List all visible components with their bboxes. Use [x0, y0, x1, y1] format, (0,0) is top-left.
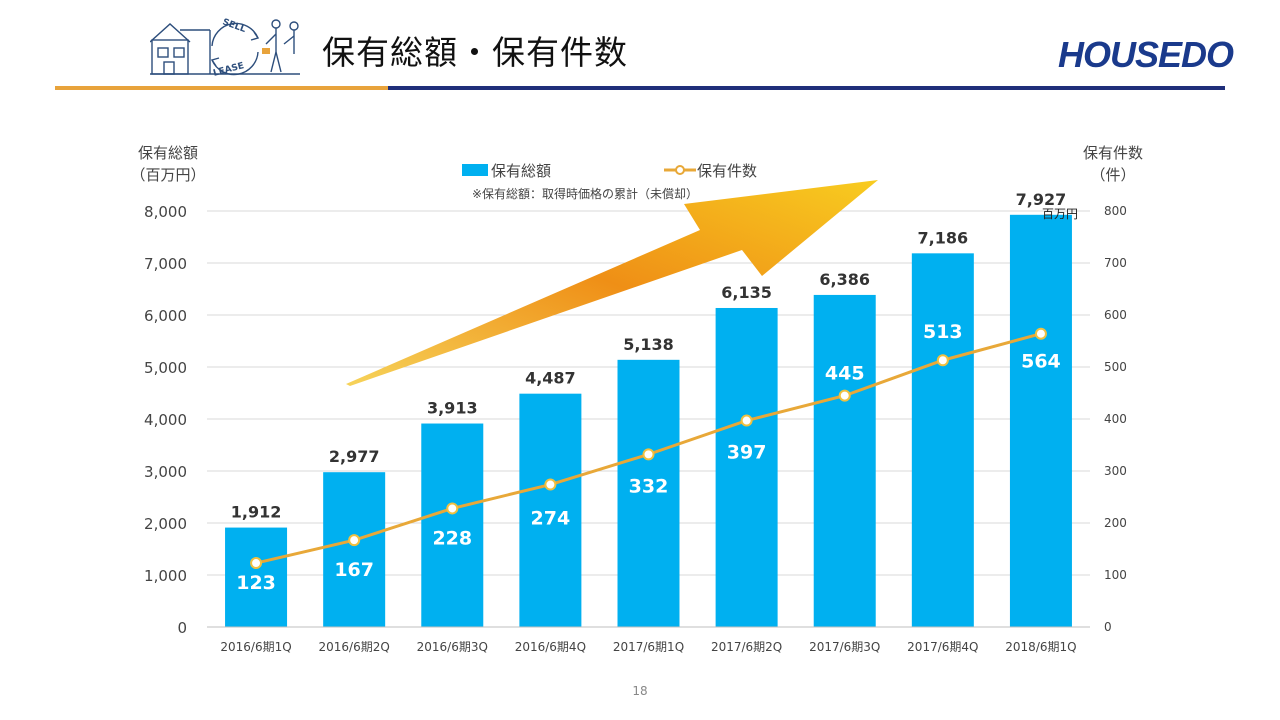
line-value-label: 445	[825, 363, 865, 385]
line-value-label: 332	[629, 475, 669, 497]
category-label: 2017/6期1Q	[613, 640, 684, 654]
line-point	[740, 414, 753, 427]
category-label: 2017/6期2Q	[711, 640, 782, 654]
page-number: 18	[632, 684, 648, 698]
right-tick-label: 200	[1104, 516, 1127, 530]
line-point	[544, 478, 557, 491]
bar	[519, 393, 582, 627]
line-point	[936, 354, 949, 367]
brand-do: DO	[1181, 34, 1234, 75]
slide-header: SELL LEASE 保有総額・保有件数 HOUSEDO	[0, 0, 1280, 95]
right-tick-label: 100	[1104, 568, 1127, 582]
legend: 保有総額 保有件数	[462, 162, 757, 180]
bar-value-label: 6,135	[721, 283, 772, 302]
line-value-label: 513	[923, 321, 963, 343]
category-label: 2016/6期4Q	[515, 640, 586, 654]
left-tick-label: 1,000	[144, 567, 187, 585]
right-tick-label: 500	[1104, 360, 1127, 374]
left-tick-label: 4,000	[144, 411, 187, 429]
right-axis-title-line2: （件）	[1090, 166, 1135, 184]
line-point	[642, 448, 655, 461]
left-tick-label: 7,000	[144, 255, 187, 273]
line-value-label: 123	[236, 572, 276, 594]
line-value-label: 167	[334, 559, 374, 581]
legend-bar-swatch	[462, 164, 488, 176]
bar	[813, 294, 876, 627]
bar	[323, 472, 386, 627]
data-labels: 1,912 2,977 3,913 4,487 5,138 6,135 6,386 7,186…	[231, 190, 1066, 594]
category-label: 2017/6期4Q	[907, 640, 978, 654]
left-tick-label: 8,000	[144, 203, 187, 221]
left-tick-label: 2,000	[144, 515, 187, 533]
bar-value-label: 2,977	[329, 447, 380, 466]
right-axis-title-line1: 保有件数	[1083, 144, 1143, 162]
bar	[715, 307, 778, 627]
category-label: 2016/6期3Q	[417, 640, 488, 654]
right-tick-label: 600	[1104, 308, 1127, 322]
category-label: 2016/6期1Q	[220, 640, 291, 654]
bar	[225, 527, 288, 627]
right-tick-label: 400	[1104, 412, 1127, 426]
line-value-label: 397	[727, 442, 767, 464]
legend-line-marker	[675, 165, 685, 175]
left-axis-title-line2: （百万円）	[130, 166, 205, 184]
bar-series	[225, 214, 1072, 627]
category-label: 2017/6期3Q	[809, 640, 880, 654]
housedo-logo: HOUSEDO	[1058, 34, 1234, 76]
line-point	[348, 534, 361, 547]
line-series	[250, 327, 1047, 570]
line-point	[446, 502, 459, 515]
title-underline-orange	[55, 86, 388, 90]
unit-annotation: 百万円	[1042, 207, 1078, 221]
left-tick-label: 5,000	[144, 359, 187, 377]
right-tick-label: 700	[1104, 256, 1127, 270]
left-tick-label: 3,000	[144, 463, 187, 481]
line-point	[838, 389, 851, 402]
line-value-label: 564	[1021, 351, 1061, 373]
line-point	[250, 557, 263, 570]
growth-arrow-icon	[346, 180, 878, 386]
left-tick-label: 0	[177, 619, 187, 637]
line-value-label: 228	[432, 527, 472, 549]
right-tick-label: 800	[1104, 204, 1127, 218]
line-value-label: 274	[531, 508, 571, 530]
sell-lease-illustration-icon: SELL LEASE	[150, 17, 300, 78]
line-point	[1034, 327, 1047, 340]
left-tick-label: 6,000	[144, 307, 187, 325]
legend-bar-label: 保有総額	[491, 162, 551, 180]
category-label: 2016/6期2Q	[319, 640, 390, 654]
bar-value-label: 3,913	[427, 399, 478, 418]
right-tick-label: 0	[1104, 620, 1112, 634]
right-tick-label: 300	[1104, 464, 1127, 478]
bar-value-label: 4,487	[525, 369, 576, 388]
bar-value-label: 1,912	[231, 503, 282, 522]
bar	[911, 253, 974, 627]
bar-value-label: 5,138	[623, 335, 674, 354]
slide-title: 保有総額・保有件数	[322, 33, 628, 72]
axes: 0 1,000 2,000 3,000 4,000 5,000 6,000 7,000 8,00…	[144, 203, 1127, 654]
brand-house: HOUSE	[1058, 34, 1182, 75]
category-label: 2018/6期1Q	[1005, 640, 1076, 654]
bar-value-label: 6,386	[819, 270, 870, 289]
chart-note: ※保有総額：取得時価格の累計（未償却）	[472, 186, 698, 201]
bar-value-label: 7,186	[918, 228, 969, 247]
bar	[1009, 214, 1072, 627]
bar-value-label: 7,927	[1016, 190, 1067, 209]
title-underline-navy	[388, 86, 1225, 90]
bar	[617, 359, 680, 627]
bar	[421, 423, 484, 627]
left-axis-title-line1: 保有総額	[138, 144, 198, 162]
legend-line-label: 保有件数	[697, 162, 757, 180]
